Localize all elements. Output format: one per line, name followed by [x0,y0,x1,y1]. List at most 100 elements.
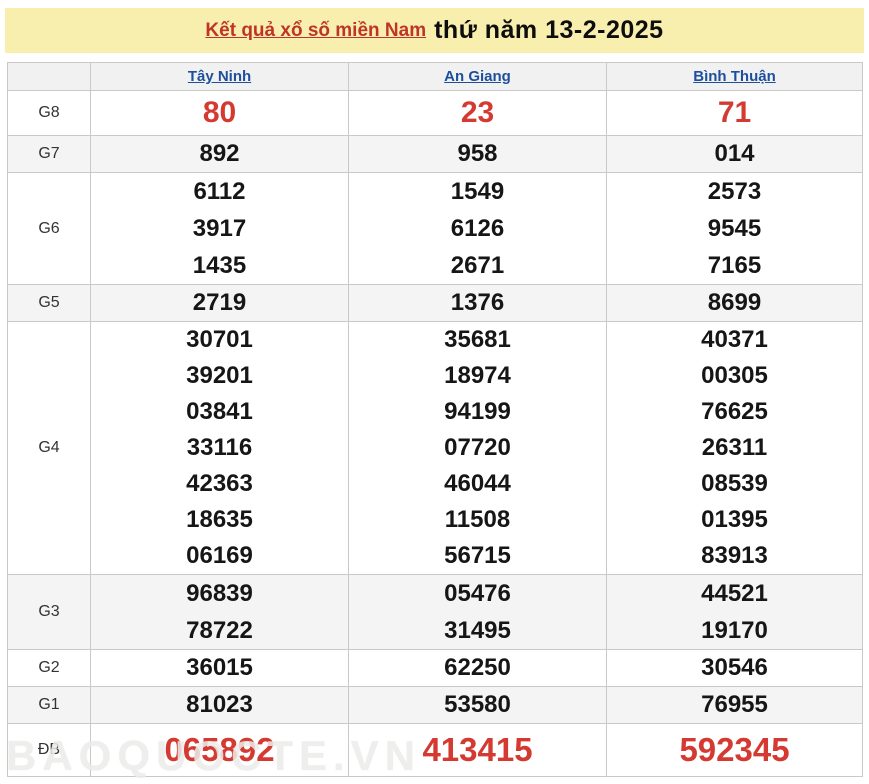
prize-cell: 96839 78722 [90,574,349,650]
prize-number: 71 [717,96,752,129]
prize-number: 18635 [186,506,253,533]
prize-cell: 80 [90,90,349,136]
prize-number: 2671 [450,252,505,279]
prize-cell: 1376 [348,284,607,322]
prize-label: G8 [7,90,91,136]
prize-cell: 2573 9545 7165 [606,172,863,285]
prize-number: 94199 [444,398,511,425]
prize-label: G6 [7,172,91,285]
prize-number: 2573 [707,178,762,205]
prize-label: G1 [7,686,91,724]
prize-cell: 71 [606,90,863,136]
prize-cell: 36015 [90,649,349,687]
prize-number: 1549 [450,178,505,205]
prize-label: ĐB [7,723,91,777]
prize-number: 18974 [444,362,511,389]
prize-cell: 30701 39201 03841 33116 42363 18635 06169 [90,321,349,575]
prize-row-G6: G6 6112 3917 1435 1549 6126 2671 2573 9545 7165 [7,172,863,285]
province-link-binh-thuan[interactable]: Bình Thuận [693,68,776,85]
column-header-tay-ninh: Tây Ninh [90,62,349,91]
prize-number: 26311 [701,434,768,461]
prize-number: 39201 [186,362,253,389]
prize-cell: 30546 [606,649,863,687]
prize-number: 8699 [707,289,762,316]
prize-number: 46044 [444,470,511,497]
prize-number: 80 [202,96,237,129]
prize-number: 33116 [186,434,253,461]
prize-row-G4: G4 30701 39201 03841 33116 42363 18635 06169 356… [7,321,863,575]
prize-label: G7 [7,135,91,173]
prize-number: 11508 [444,506,511,533]
prize-row-G8: G8 80 23 71 [7,90,863,136]
prize-number: 03841 [186,398,253,425]
prize-number: 05476 [444,580,511,607]
prize-row-G1: G1 81023 53580 76955 [7,686,863,724]
prize-cell: 81023 [90,686,349,724]
prize-cell: 44521 19170 [606,574,863,650]
prize-number: 2719 [192,289,247,316]
prize-cell: 8699 [606,284,863,322]
prize-number: 53580 [444,691,511,718]
prize-cell: 892 [90,135,349,173]
prize-number: 42363 [186,470,253,497]
prize-cell: 05476 31495 [348,574,607,650]
prize-number: 3917 [192,215,247,242]
prize-number: 6112 [193,178,246,205]
prize-number: 01395 [701,506,768,533]
prize-row-G3: G3 96839 78722 05476 31495 44521 19170 [7,574,863,650]
prize-number: 1435 [192,252,247,279]
prize-cell: 592345 [606,723,863,777]
prize-number: 81023 [186,691,253,718]
prize-row-G5: G5 2719 1376 8699 [7,284,863,322]
prize-number: 7165 [707,252,762,279]
prize-number: 00305 [701,362,768,389]
prize-cell: 62250 [348,649,607,687]
prize-row-ĐB: ĐB 065892 413415 592345 [7,723,863,777]
prize-cell: 40371 00305 76625 26311 08539 01395 83913 [606,321,863,575]
lottery-region-link[interactable]: Kết quả xổ số miền Nam [205,19,427,41]
prize-number: 065892 [164,731,275,768]
province-link-tay-ninh[interactable]: Tây Ninh [187,68,252,85]
lottery-results-table: Tây Ninh An Giang Bình Thuận G8 80 23 71 G7 8… [7,62,863,777]
prize-number: 31495 [444,617,511,644]
prize-cell: 014 [606,135,863,173]
prize-number: 62250 [444,654,511,681]
column-header-an-giang: An Giang [348,62,607,91]
prize-number: 958 [457,140,498,167]
prize-number: 6126 [450,215,505,242]
prize-number: 19170 [701,617,768,644]
prize-number: 83913 [701,542,768,569]
corner-cell [7,62,91,91]
prize-label: G5 [7,284,91,322]
prize-cell: 065892 [90,723,349,777]
prize-number: 413415 [422,731,533,768]
prize-cell: 2719 [90,284,349,322]
province-link-an-giang[interactable]: An Giang [444,68,511,85]
prize-number: 78722 [186,617,253,644]
prize-cell: 76955 [606,686,863,724]
prize-number: 06169 [186,542,253,569]
column-header-binh-thuan: Bình Thuận [606,62,863,91]
prize-cell: 23 [348,90,607,136]
prize-number: 23 [460,96,495,129]
prize-cell: 35681 18974 94199 07720 46044 11508 56715 [348,321,607,575]
prize-number: 96839 [186,580,253,607]
prize-number: 30546 [701,654,768,681]
prize-label: G2 [7,649,91,687]
prize-number: 30701 [186,326,253,353]
prize-row-G2: G2 36015 62250 30546 [7,649,863,687]
prize-number: 76955 [701,691,768,718]
prize-number: 35681 [444,326,511,353]
prize-number: 76625 [701,398,768,425]
prize-number: 1376 [450,289,505,316]
prize-number: 40371 [701,326,768,353]
page-title-banner: Kết quả xổ số miền Nam thứ năm 13-2-2025 [5,8,864,53]
prize-number: 07720 [444,434,511,461]
prize-number: 08539 [701,470,768,497]
prize-number: 44521 [701,580,768,607]
draw-date-text: thứ năm 13-2-2025 [434,16,664,44]
prize-label: G3 [7,574,91,650]
prize-number: 892 [199,140,240,167]
prize-number: 36015 [186,654,253,681]
prize-number: 014 [714,140,755,167]
